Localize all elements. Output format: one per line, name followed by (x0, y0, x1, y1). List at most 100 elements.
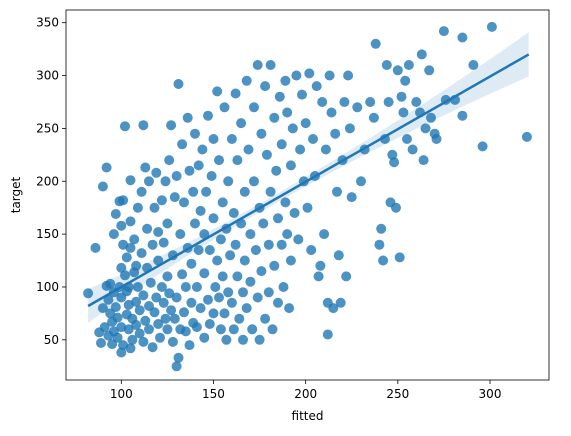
scatter-point (249, 176, 259, 187)
scatter-point (269, 112, 280, 123)
scatter-point (252, 292, 263, 303)
scatter-point (138, 290, 149, 301)
scatter-point (193, 160, 204, 171)
scatter-point (328, 303, 339, 314)
scatter-point (330, 128, 341, 139)
scatter-point (368, 112, 379, 123)
regression-line (87, 53, 530, 308)
scatter-point (223, 287, 234, 298)
scatter-point (232, 155, 243, 166)
scatter-point (142, 223, 153, 234)
scatter-point (175, 229, 186, 240)
scatter-point (155, 332, 165, 343)
scatter-point (158, 237, 169, 248)
scatter-point (256, 128, 267, 139)
scatter-point (127, 334, 138, 345)
scatter-point (300, 118, 311, 129)
scatter-point (108, 229, 119, 240)
scatter-point (306, 245, 317, 255)
scatter-point (112, 332, 123, 343)
scatter-point (208, 308, 219, 319)
scatter-point (97, 303, 108, 314)
scatter-point (190, 128, 200, 139)
scatter-points-layer (83, 21, 532, 372)
scatter-point (398, 107, 409, 118)
scatter-point (217, 271, 228, 282)
scatter-point (256, 266, 267, 277)
y-tick-label: 300 (36, 69, 59, 83)
scatter-point (344, 123, 355, 134)
scatter-point (164, 288, 175, 299)
y-tick-label: 100 (36, 280, 59, 294)
scatter-point (206, 171, 217, 181)
scatter-point (223, 176, 234, 187)
scatter-point (280, 197, 291, 208)
scatter-point (153, 319, 164, 329)
scatter-point (144, 176, 154, 187)
scatter-point (116, 220, 127, 231)
scatter-point (343, 70, 354, 81)
scatter-point (236, 118, 247, 129)
scatter-point (219, 102, 230, 113)
scatter-point (260, 81, 271, 92)
scatter-point (326, 107, 337, 118)
scatter-point (217, 197, 228, 208)
scatter-point (179, 307, 189, 318)
x-tick-label: 200 (294, 387, 317, 401)
scatter-point (407, 144, 418, 155)
y-tick-label: 50 (44, 333, 59, 347)
scatter-point (156, 282, 167, 292)
scatter-point (267, 324, 278, 335)
scatter-point (110, 302, 121, 313)
scatter-point (145, 277, 156, 288)
scatter-point (167, 336, 178, 347)
scatter-point (400, 75, 411, 86)
scatter-point (162, 218, 173, 229)
scatter-point (431, 134, 442, 144)
scatter-point (191, 322, 202, 333)
scatter-point (164, 155, 175, 166)
scatter-point (457, 110, 468, 121)
scatter-point (370, 38, 381, 49)
scatter-point (335, 297, 346, 308)
scatter-point (171, 171, 182, 181)
x-axis-label: fitted (292, 409, 324, 423)
scatter-point (352, 102, 363, 113)
scatter-point (319, 229, 330, 240)
scatter-point (214, 155, 224, 166)
scatter-point (166, 120, 177, 131)
scatter-point (230, 239, 241, 250)
scatter-point (324, 70, 335, 81)
y-axis-ticks: 50 100 150 200 250 300 350 (36, 16, 66, 347)
scatter-point (424, 65, 435, 76)
scatter-point (131, 320, 142, 330)
scatter-point (136, 186, 147, 197)
scatter-point (278, 282, 289, 292)
scatter-point (291, 70, 302, 81)
scatter-point (238, 334, 248, 345)
x-tick-label: 300 (479, 387, 502, 401)
scatter-point (282, 229, 293, 240)
scatter-point (132, 202, 143, 213)
scatter-point (162, 271, 173, 282)
scatter-point (177, 139, 188, 150)
scatter-point (160, 176, 171, 187)
scatter-point (96, 338, 106, 348)
scatter-point (265, 60, 276, 70)
scatter-point (273, 297, 283, 308)
scatter-point (232, 271, 243, 282)
scatter-point (234, 313, 245, 324)
scatter-point (418, 155, 429, 166)
scatter-point (258, 218, 269, 229)
y-tick-label: 250 (36, 121, 59, 135)
scatter-point (322, 329, 333, 340)
scatter-point (239, 186, 250, 197)
scatter-point (438, 26, 449, 37)
scatter-point (392, 65, 403, 76)
scatter-point (129, 234, 140, 245)
scatter-point (153, 227, 164, 237)
scatter-point (156, 195, 167, 206)
scatter-point (131, 296, 142, 307)
scatter-point (486, 21, 497, 32)
